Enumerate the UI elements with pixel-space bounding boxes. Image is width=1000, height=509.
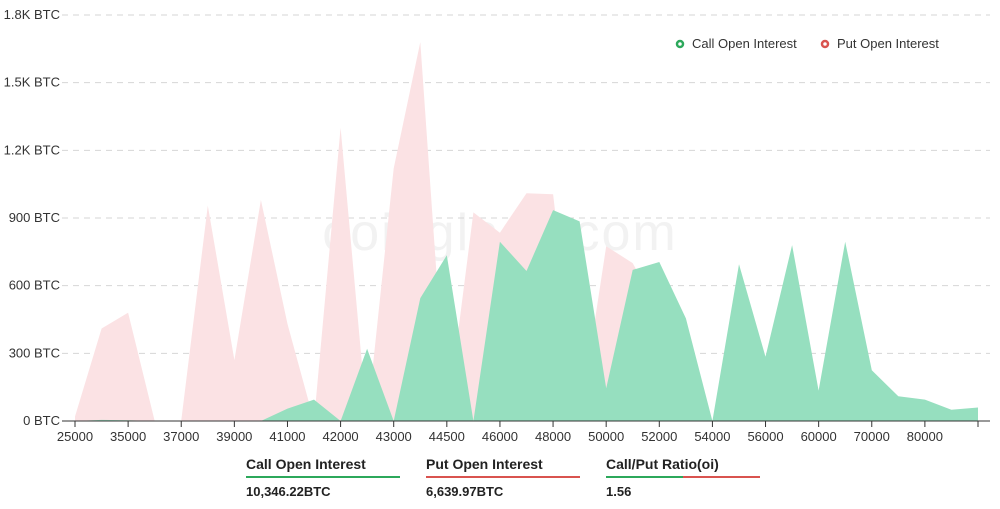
x-tick-label: 37000 bbox=[163, 429, 199, 444]
x-tick-label: 54000 bbox=[694, 429, 730, 444]
stat-label: Call Open Interest bbox=[246, 456, 366, 472]
x-tick-label: 35000 bbox=[110, 429, 146, 444]
series-areas bbox=[75, 42, 978, 421]
stat-label: Call/Put Ratio(oi) bbox=[606, 456, 719, 472]
stat-put-oi: Put Open Interest 6,639.97BTC bbox=[426, 456, 580, 499]
x-tick-label: 50000 bbox=[588, 429, 624, 444]
y-tick-label: 1.2K BTC bbox=[4, 142, 60, 157]
y-tick-label: 0 BTC bbox=[23, 413, 60, 428]
y-tick-label: 900 BTC bbox=[9, 210, 60, 225]
x-tick-label: 52000 bbox=[641, 429, 677, 444]
legend-label: Put Open Interest bbox=[837, 36, 939, 51]
x-tick-label: 70000 bbox=[854, 429, 890, 444]
legend-call[interactable]: Call Open Interest bbox=[675, 36, 797, 51]
x-tick-label: 60000 bbox=[801, 429, 837, 444]
x-tick-label: 41000 bbox=[269, 429, 305, 444]
x-tick-label: 42000 bbox=[323, 429, 359, 444]
y-tick-label: 1.5K BTC bbox=[4, 75, 60, 90]
x-tick-label: 48000 bbox=[535, 429, 571, 444]
stat-call-oi: Call Open Interest 10,346.22BTC bbox=[246, 456, 400, 499]
stat-value: 1.56 bbox=[606, 484, 632, 499]
x-tick-label: 56000 bbox=[747, 429, 783, 444]
legend-marker bbox=[675, 39, 685, 49]
x-tick-label: 46000 bbox=[482, 429, 518, 444]
stat-label: Put Open Interest bbox=[426, 456, 543, 472]
y-axis: 0 BTC 300 BTC 600 BTC 900 BTC 1.2K BTC 1.5K B… bbox=[4, 7, 60, 428]
call-oi-area bbox=[75, 210, 978, 421]
x-tick-label: 80000 bbox=[907, 429, 943, 444]
stat-ratio: Call/Put Ratio(oi) 1.56 bbox=[606, 456, 760, 499]
stat-value: 10,346.22BTC bbox=[246, 484, 331, 499]
stat-underline-call bbox=[246, 476, 400, 478]
stat-value: 6,639.97BTC bbox=[426, 484, 504, 499]
x-axis: 25000 35000 37000 39000 41000 42000 43000 44500… bbox=[57, 420, 990, 444]
legend-put[interactable]: Put Open Interest bbox=[820, 36, 939, 51]
stat-underline-ratio bbox=[606, 476, 760, 478]
x-tick-label: 43000 bbox=[376, 429, 412, 444]
stat-underline-put bbox=[426, 476, 580, 478]
x-tick-label: 44500 bbox=[429, 429, 465, 444]
y-tick-label: 1.8K BTC bbox=[4, 7, 60, 22]
legend-label: Call Open Interest bbox=[692, 36, 797, 51]
summary-stats: Call Open Interest 10,346.22BTC Put Open… bbox=[246, 456, 786, 499]
legend: Call Open Interest Put Open Interest bbox=[675, 36, 939, 51]
put-oi-area bbox=[75, 42, 978, 421]
x-tick-label: 39000 bbox=[216, 429, 252, 444]
y-tick-label: 300 BTC bbox=[9, 345, 60, 360]
x-tick-label: 25000 bbox=[57, 429, 93, 444]
legend-marker bbox=[820, 39, 830, 49]
y-tick-label: 600 BTC bbox=[9, 278, 60, 293]
